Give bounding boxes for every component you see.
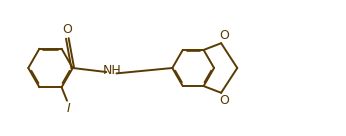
Text: O: O bbox=[220, 94, 229, 107]
Text: NH: NH bbox=[103, 64, 122, 77]
Text: I: I bbox=[66, 102, 70, 115]
Text: O: O bbox=[62, 23, 72, 36]
Text: O: O bbox=[220, 29, 229, 42]
